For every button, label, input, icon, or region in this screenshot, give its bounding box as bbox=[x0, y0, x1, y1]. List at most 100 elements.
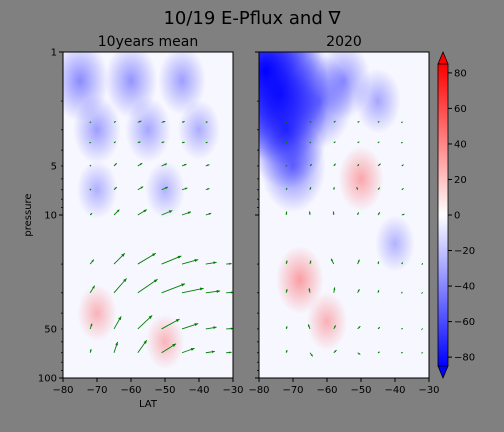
left-flux-vector bbox=[226, 291, 233, 294]
colorbar-tick-label: 60 bbox=[454, 104, 467, 115]
colorbar-tick-label: 80 bbox=[454, 68, 467, 79]
right-x-tick-label: −50 bbox=[350, 385, 371, 396]
right-flux-vector bbox=[333, 349, 337, 354]
right-x-tick-label: −80 bbox=[248, 385, 269, 396]
right-flux-vector bbox=[421, 351, 423, 354]
left-flux-vector bbox=[181, 163, 187, 167]
right-flux-vector bbox=[285, 289, 288, 293]
left-contour-blob bbox=[77, 284, 117, 342]
left-flux-vector bbox=[181, 211, 192, 216]
left-flux-vector bbox=[205, 289, 221, 294]
colorbar-max-extend bbox=[437, 50, 449, 65]
left-y-tick-label: 50 bbox=[44, 324, 57, 335]
right-flux-vector bbox=[421, 292, 423, 294]
right-flux-vector bbox=[309, 121, 312, 124]
right-flux-vector bbox=[400, 141, 403, 144]
left-panel-title: 10years mean bbox=[98, 34, 199, 50]
left-flux-vector bbox=[205, 187, 210, 191]
left-flux-vector bbox=[113, 252, 126, 265]
left-flux-vector bbox=[161, 283, 186, 294]
left-flux-vector bbox=[205, 164, 210, 167]
left-y-tick-label: 1 bbox=[51, 48, 57, 59]
right-flux-vector bbox=[357, 163, 360, 167]
left-flux-vector bbox=[205, 121, 208, 124]
right-flux-vector bbox=[401, 164, 404, 167]
right-y-axis bbox=[255, 51, 259, 379]
left-flux-vector bbox=[205, 326, 217, 330]
colorbar-tick-label: 20 bbox=[454, 175, 467, 186]
left-contour-blob bbox=[73, 95, 121, 165]
right-flux-vector bbox=[309, 186, 312, 190]
right-x-axis: −80 −70 −60 −50 −40 −30 bbox=[248, 378, 440, 396]
left-flux-vector bbox=[161, 210, 173, 216]
left-contour-blob bbox=[145, 161, 185, 219]
left-flux-vector bbox=[137, 120, 142, 123]
colorbar-ticks: 80 60 40 20 0 −20 −40 −60 −80 bbox=[448, 68, 475, 364]
left-flux-vector bbox=[137, 315, 153, 330]
right-flux-vector bbox=[330, 258, 335, 265]
right-flux-vector bbox=[357, 325, 361, 330]
right-flux-vector bbox=[357, 212, 359, 216]
right-contour-blob bbox=[306, 292, 348, 351]
right-flux-vector bbox=[309, 260, 312, 265]
left-flux-vector bbox=[89, 141, 92, 144]
right-flux-vector bbox=[377, 141, 380, 144]
right-flux-vector bbox=[285, 326, 288, 330]
left-flux-vector bbox=[89, 323, 93, 330]
left-flux-vector bbox=[161, 120, 166, 123]
right-flux-vector bbox=[356, 186, 359, 190]
left-flux-vector bbox=[113, 186, 118, 191]
right-flux-vector bbox=[333, 287, 336, 293]
right-contour-field bbox=[259, 52, 415, 351]
left-flux-vector bbox=[137, 252, 157, 265]
left-flux-vector bbox=[137, 186, 144, 191]
right-contour-blob bbox=[275, 245, 324, 315]
right-flux-vector bbox=[309, 352, 314, 357]
left-flux-vector bbox=[226, 262, 232, 265]
left-flux-vector bbox=[113, 209, 120, 216]
left-flux-vector bbox=[181, 347, 195, 354]
right-flux-vector bbox=[332, 211, 335, 216]
right-flux-vector bbox=[285, 141, 288, 144]
right-flux-vector bbox=[400, 351, 403, 354]
right-flux-vector bbox=[401, 213, 405, 216]
left-x-tick-label: −70 bbox=[86, 385, 107, 396]
right-flux-vector bbox=[357, 259, 360, 265]
right-flux-vector bbox=[401, 188, 404, 191]
left-flux-vector bbox=[137, 339, 148, 354]
colorbar-gradient bbox=[437, 63, 449, 367]
left-panel: −80 −70 −60 −50 −40 −30 1 5 10 50 100 10years mea… bbox=[23, 34, 244, 410]
right-flux-vector bbox=[400, 327, 404, 330]
left-x-tick-label: −60 bbox=[120, 385, 141, 396]
left-flux-vector bbox=[181, 141, 185, 144]
left-flux-vector bbox=[89, 121, 92, 124]
right-flux-vector bbox=[377, 212, 381, 216]
right-x-tick-label: −60 bbox=[316, 385, 337, 396]
left-flux-vector bbox=[89, 164, 92, 167]
left-flux-vector bbox=[181, 187, 188, 191]
right-flux-vector bbox=[333, 120, 336, 123]
right-panel-title: 2020 bbox=[326, 34, 362, 50]
left-x-tick-label: −80 bbox=[52, 385, 73, 396]
right-flux-vector bbox=[377, 163, 381, 167]
right-flux-vector bbox=[421, 262, 424, 265]
left-flux-vector bbox=[89, 212, 93, 216]
colorbar-tick-label: −20 bbox=[454, 246, 475, 257]
right-flux-vector bbox=[400, 291, 403, 294]
left-flux-vector bbox=[181, 287, 204, 294]
right-x-tick-label: −70 bbox=[282, 385, 303, 396]
left-flux-vector bbox=[89, 188, 92, 191]
left-contour-blob bbox=[125, 97, 171, 163]
left-flux-vector bbox=[137, 162, 143, 167]
left-flux-vector bbox=[137, 141, 141, 144]
left-contour-blob bbox=[178, 99, 220, 160]
left-flux-vector bbox=[113, 162, 118, 167]
right-contour-blob bbox=[375, 215, 415, 273]
right-flux-vector bbox=[357, 352, 361, 355]
x-axis-label: LAT bbox=[139, 399, 158, 410]
left-flux-vector bbox=[161, 318, 180, 330]
left-flux-vector bbox=[161, 186, 169, 191]
left-flux-vector bbox=[89, 259, 95, 265]
left-y-tick-label: 5 bbox=[51, 161, 57, 172]
